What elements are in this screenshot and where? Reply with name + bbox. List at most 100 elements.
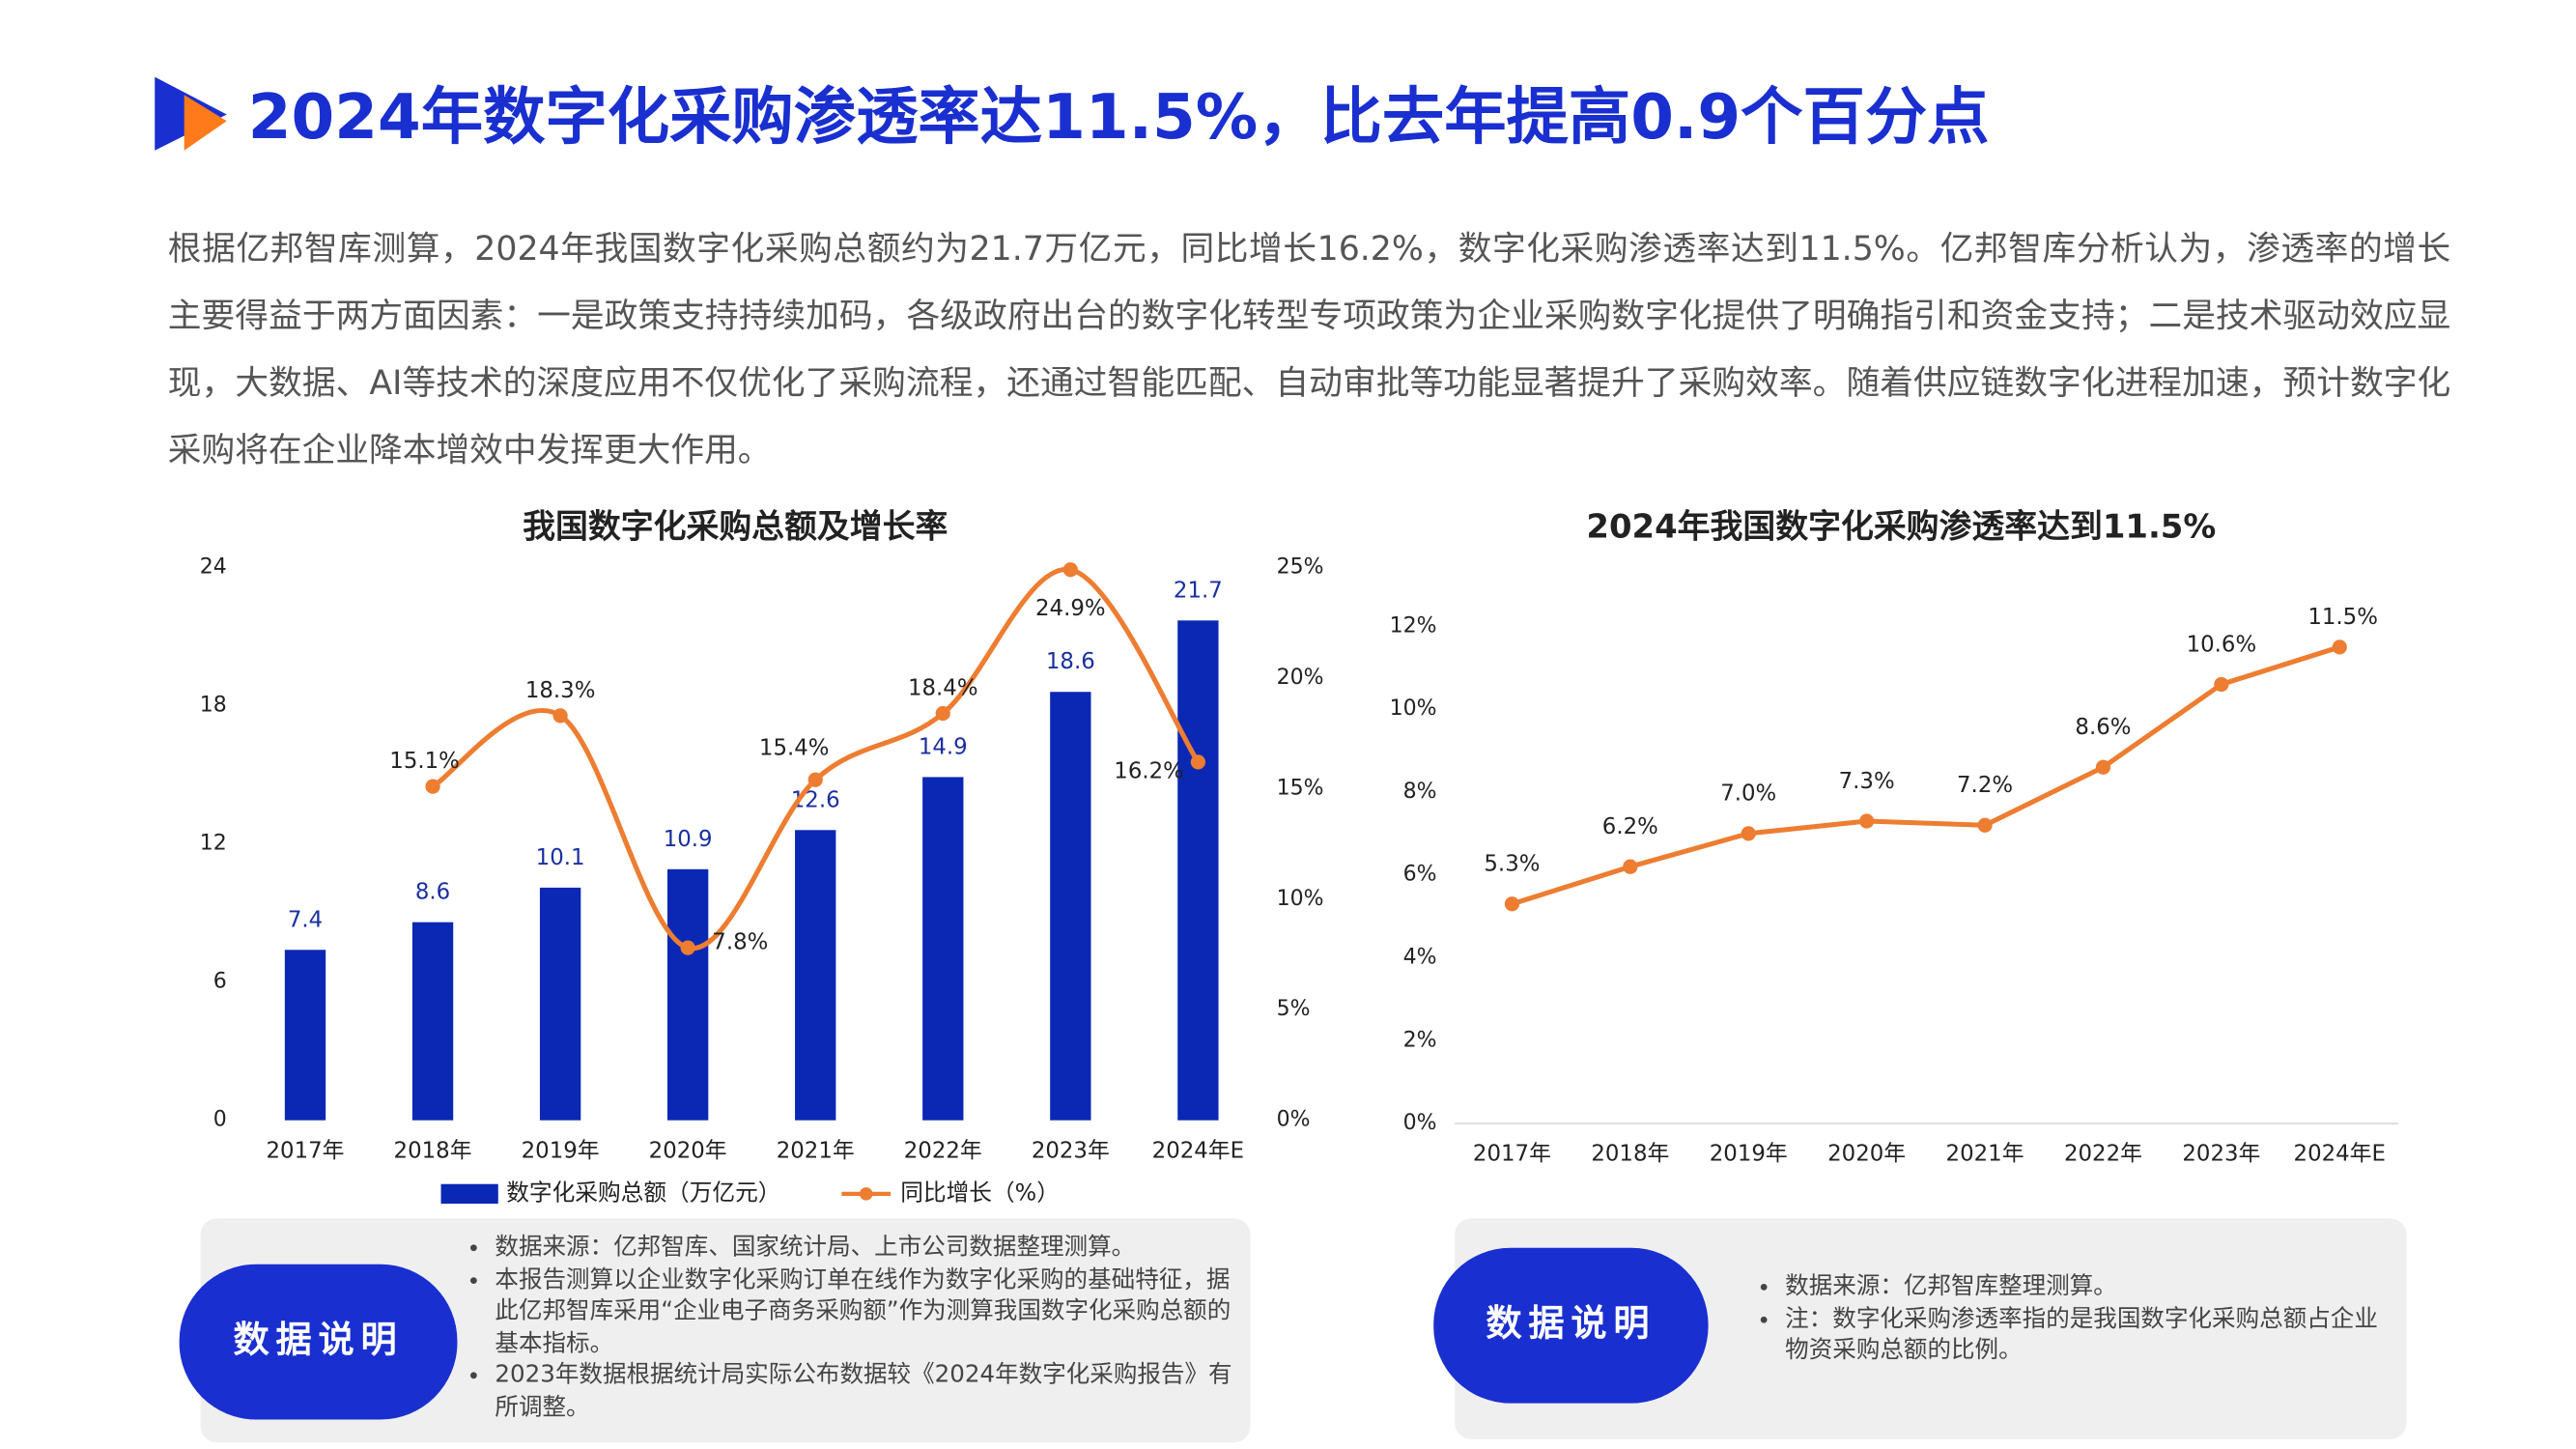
point <box>807 772 823 787</box>
point <box>1977 817 1993 833</box>
point-value-label: 15.1% <box>389 749 460 774</box>
point <box>1623 859 1638 874</box>
note: 注：数字化采购渗透率指的是我国数字化采购总额占企业物资采购总额的比例。 <box>1785 1304 2390 1368</box>
x-tick-label: 2022年 <box>2064 1142 2142 1167</box>
x-tick-label: 2020年 <box>1827 1142 1906 1167</box>
x-tick-label: 2022年 <box>904 1138 982 1163</box>
y2-tick-label: 5% <box>1277 997 1311 1021</box>
point-value-label: 5.3% <box>1484 852 1540 877</box>
paragraph: 根据亿邦智库测算，2024年我国数字化采购总额约为21.7万亿元，同比增长16.… <box>167 229 2451 469</box>
y-tick-label: 0 <box>213 1108 227 1132</box>
x-tick-label: 2018年 <box>1591 1142 1669 1167</box>
bar-value-label: 10.9 <box>664 827 713 852</box>
x-tick-label: 2023年 <box>2182 1142 2260 1167</box>
point <box>935 705 950 722</box>
point <box>1190 754 1206 770</box>
point-value-label: 11.5% <box>2307 605 2378 630</box>
notes-list: 数据来源：亿邦智库、国家统计局、上市公司数据整理测算。本报告测算以企业数字化采购… <box>463 1234 1239 1425</box>
bar <box>1050 692 1091 1121</box>
y-tick-label: 4% <box>1403 946 1437 970</box>
y-tick-label: 10% <box>1390 696 1437 721</box>
y-tick-label: 0% <box>1403 1111 1437 1135</box>
point-value-label: 10.6% <box>2187 632 2257 657</box>
x-tick-label: 2019年 <box>522 1138 600 1163</box>
bar-value-label: 21.7 <box>1174 578 1223 603</box>
point <box>1062 562 1078 578</box>
y-tick-label: 2% <box>1403 1028 1437 1052</box>
point <box>2332 639 2347 655</box>
bar-value-label: 18.6 <box>1046 649 1095 674</box>
bar <box>922 777 964 1121</box>
chart-title: 2024年我国数字化采购渗透率达到11.5% <box>1586 507 2216 545</box>
point-value-label: 8.6% <box>2075 715 2131 740</box>
x-tick-label: 2021年 <box>1946 1142 2024 1167</box>
point <box>1859 813 1875 829</box>
y-tick-label: 6% <box>1403 863 1437 887</box>
point-value-label: 7.2% <box>1957 773 2013 798</box>
x-tick-label: 2023年 <box>1032 1138 1110 1163</box>
legend-label: 同比增长（%） <box>900 1179 1060 1206</box>
legend-swatch <box>440 1183 498 1205</box>
notes-list: 数据来源：亿邦智库整理测算。注：数字化采购渗透率指的是我国数字化采购总额占企业物… <box>1752 1272 2390 1368</box>
bar-value-label: 10.1 <box>536 845 585 870</box>
bar-value-label: 7.4 <box>288 907 323 932</box>
point <box>2214 676 2229 693</box>
bar <box>284 950 326 1121</box>
notes-title: 数据说明 <box>1486 1302 1656 1345</box>
note: 数据来源：亿邦智库、国家统计局、上市公司数据整理测算。 <box>495 1234 1238 1265</box>
y-tick-label: 18 <box>200 694 227 718</box>
y2-tick-label: 15% <box>1277 776 1324 800</box>
bar <box>667 868 709 1121</box>
note: 数据来源：亿邦智库整理测算。 <box>1785 1272 2390 1304</box>
point-value-label: 16.2% <box>1114 759 1184 784</box>
point <box>2095 759 2111 775</box>
notes-pill <box>179 1264 458 1420</box>
y2-tick-label: 25% <box>1277 554 1324 579</box>
y2-tick-label: 20% <box>1277 666 1324 690</box>
legend-dot <box>859 1187 873 1201</box>
y-tick-label: 6 <box>213 970 227 994</box>
notes-box <box>1455 1218 2407 1439</box>
point <box>1741 826 1756 841</box>
point <box>552 708 568 724</box>
note: 2023年数据根据统计局实际公布数据较《2024年数字化采购报告》有所调整。 <box>495 1361 1238 1425</box>
notes-area: 数据来源：亿邦智库、国家统计局、上市公司数据整理测算。本报告测算以企业数字化采购… <box>463 1234 1239 1441</box>
point-value-label: 18.4% <box>908 676 978 701</box>
bar-value-label: 8.6 <box>415 880 450 905</box>
notes-box <box>200 1218 1251 1443</box>
legend-label: 数字化采购总额（万亿元） <box>506 1179 780 1206</box>
point-value-label: 7.3% <box>1839 769 1895 794</box>
page-title: 2024年数字化采购渗透率达11.5%，比去年提高0.9个百分点 <box>248 81 1990 154</box>
notes-pill <box>1433 1247 1709 1404</box>
point-value-label: 7.8% <box>712 930 768 955</box>
x-tick-label: 2024年E <box>1152 1138 1244 1163</box>
notes-title: 数据说明 <box>234 1319 404 1361</box>
notes-area: 数据来源：亿邦智库整理测算。注：数字化采购渗透率指的是我国数字化采购总额占企业物… <box>1752 1272 2390 1449</box>
point <box>1504 896 1520 912</box>
point-value-label: 7.0% <box>1720 781 1776 807</box>
x-tick-label: 2019年 <box>1710 1142 1788 1167</box>
point <box>680 940 695 955</box>
paragraph-box: 根据亿邦智库测算，2024年我国数字化采购总额约为21.7万亿元，同比增长16.… <box>167 229 2451 469</box>
y-tick-label: 12% <box>1390 613 1437 638</box>
x-tick-label: 2018年 <box>394 1138 472 1163</box>
bar <box>411 922 454 1121</box>
chart-title: 我国数字化采购总额及增长率 <box>523 507 948 545</box>
note: 本报告测算以企业数字化采购订单在线作为数字化采购的基础特征，据此亿邦智库采用“企… <box>495 1265 1238 1361</box>
y-tick-label: 8% <box>1403 780 1437 804</box>
point-value-label: 18.3% <box>525 678 596 703</box>
y-tick-label: 24 <box>200 554 227 579</box>
logo-orange <box>184 95 227 151</box>
y2-tick-label: 0% <box>1277 1108 1311 1132</box>
bar <box>1177 620 1219 1121</box>
point-value-label: 6.2% <box>1602 814 1658 839</box>
x-tick-label: 2017年 <box>267 1138 345 1163</box>
point-value-label: 15.4% <box>759 736 830 761</box>
x-tick-label: 2021年 <box>777 1138 855 1163</box>
x-tick-label: 2017年 <box>1473 1142 1551 1167</box>
y2-tick-label: 10% <box>1277 887 1324 911</box>
point <box>425 779 440 794</box>
bar <box>539 887 581 1121</box>
